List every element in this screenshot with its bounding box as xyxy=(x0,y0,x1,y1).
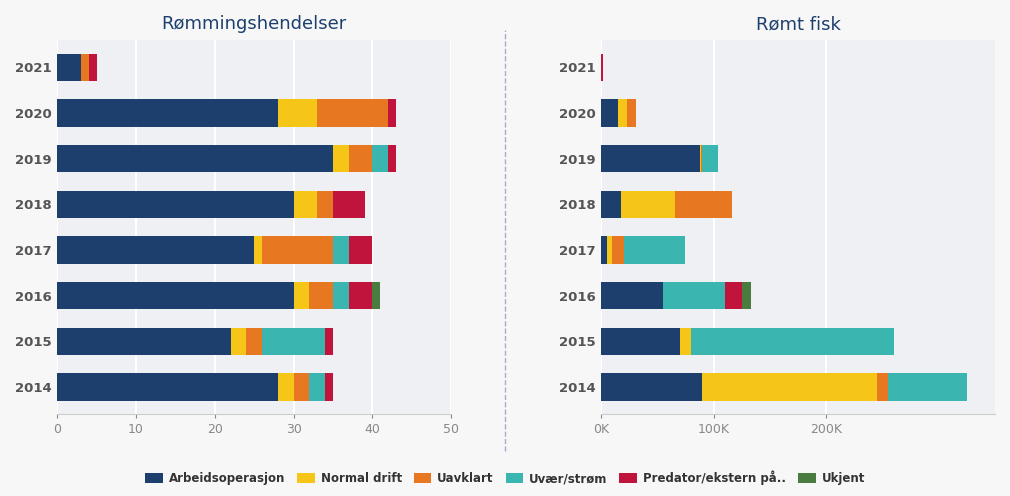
Bar xyxy=(294,373,309,401)
Bar xyxy=(58,282,294,310)
Title: Rømt fisk: Rømt fisk xyxy=(755,15,840,33)
Bar xyxy=(373,145,388,173)
Bar xyxy=(741,282,750,310)
Bar xyxy=(680,328,691,355)
Bar xyxy=(263,328,325,355)
Bar xyxy=(388,99,396,127)
Bar xyxy=(333,145,348,173)
Bar xyxy=(348,237,373,264)
Bar xyxy=(388,145,396,173)
Bar xyxy=(702,373,877,401)
Bar xyxy=(700,145,701,173)
Bar xyxy=(309,373,325,401)
Bar xyxy=(278,373,294,401)
Bar xyxy=(601,54,603,81)
Bar xyxy=(601,282,663,310)
Bar xyxy=(601,145,700,173)
Bar xyxy=(317,99,388,127)
Bar xyxy=(325,373,333,401)
Bar xyxy=(58,99,278,127)
Bar xyxy=(263,237,333,264)
Bar xyxy=(294,191,317,218)
Bar xyxy=(601,373,702,401)
Title: Rømmingshendelser: Rømmingshendelser xyxy=(162,15,346,33)
Bar xyxy=(623,237,686,264)
Bar xyxy=(663,282,725,310)
Bar xyxy=(691,328,894,355)
Bar xyxy=(618,99,627,127)
Bar xyxy=(676,191,731,218)
Bar xyxy=(621,191,676,218)
Bar xyxy=(89,54,97,81)
Bar xyxy=(58,145,333,173)
Bar xyxy=(601,99,618,127)
Bar xyxy=(309,282,333,310)
Bar xyxy=(255,237,263,264)
Bar xyxy=(230,328,246,355)
Bar xyxy=(317,191,333,218)
Bar xyxy=(333,191,365,218)
Bar xyxy=(348,282,373,310)
Bar xyxy=(246,328,263,355)
Bar xyxy=(373,282,381,310)
Bar xyxy=(601,328,680,355)
Bar xyxy=(607,237,612,264)
Bar xyxy=(278,99,317,127)
Bar xyxy=(333,237,348,264)
Bar xyxy=(601,237,607,264)
Bar xyxy=(333,282,348,310)
Bar xyxy=(888,373,967,401)
Bar xyxy=(58,373,278,401)
Bar xyxy=(627,99,636,127)
Bar xyxy=(58,328,230,355)
Bar xyxy=(612,237,623,264)
Legend: Arbeidsoperasjon, Normal drift, Uavklart, Uvær/strøm, Predator/ekstern på.., Ukj: Arbeidsoperasjon, Normal drift, Uavklart… xyxy=(140,466,870,490)
Bar xyxy=(325,328,333,355)
Bar xyxy=(58,54,81,81)
Bar xyxy=(81,54,89,81)
Bar xyxy=(877,373,888,401)
Bar xyxy=(348,145,373,173)
Bar xyxy=(294,282,309,310)
Bar xyxy=(725,282,741,310)
Bar xyxy=(58,237,255,264)
Bar xyxy=(58,191,294,218)
Bar xyxy=(702,145,718,173)
Bar xyxy=(701,145,702,173)
Bar xyxy=(601,191,621,218)
